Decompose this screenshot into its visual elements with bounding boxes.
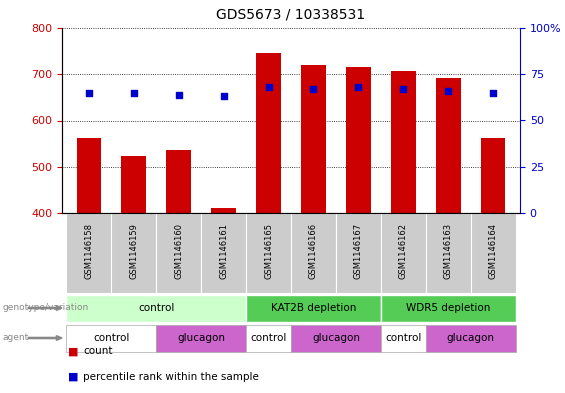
Text: GSM1146162: GSM1146162 [399,223,408,279]
Text: glucagon: glucagon [177,333,225,343]
Text: control: control [250,333,286,343]
Bar [291,325,381,351]
Text: genotype/variation: genotype/variation [3,303,89,312]
Text: GSM1146165: GSM1146165 [264,223,273,279]
Bar [67,294,246,321]
Point [174,92,183,98]
Text: count: count [84,346,113,356]
Text: control: control [385,333,421,343]
Bar [471,213,515,293]
Bar [436,79,460,213]
Point [354,84,363,90]
Point [84,90,93,96]
Bar [157,325,246,351]
Bar [336,213,381,293]
Text: ■: ■ [68,346,78,356]
Text: percentile rank within the sample: percentile rank within the sample [84,372,259,382]
Bar [381,294,515,321]
Bar [291,213,336,293]
Bar [77,138,101,213]
Bar [481,138,506,213]
Text: GSM1146164: GSM1146164 [489,223,498,279]
Text: agent: agent [3,334,29,343]
Point [444,88,453,94]
Text: control: control [93,333,129,343]
Text: glucagon: glucagon [312,333,360,343]
Bar [381,213,425,293]
Text: WDR5 depletion: WDR5 depletion [406,303,490,313]
Bar [425,325,515,351]
Text: ■: ■ [68,372,78,382]
Bar [67,325,157,351]
Text: GSM1146163: GSM1146163 [444,223,453,279]
Bar [425,213,471,293]
Bar [381,325,425,351]
Point [219,93,228,99]
Point [264,84,273,90]
Text: GSM1146161: GSM1146161 [219,223,228,279]
Bar [246,294,381,321]
Bar [301,65,326,213]
Text: GSM1146159: GSM1146159 [129,224,138,279]
Point [309,86,318,92]
Text: GSM1146166: GSM1146166 [309,223,318,279]
Text: GDS5673 / 10338531: GDS5673 / 10338531 [216,8,366,22]
Bar [391,71,416,213]
Point [399,86,408,92]
Point [489,90,498,96]
Text: control: control [138,303,175,313]
Text: glucagon: glucagon [446,333,494,343]
Bar [157,213,201,293]
Bar [211,208,236,213]
Text: GSM1146167: GSM1146167 [354,223,363,279]
Bar [256,53,281,213]
Text: GSM1146158: GSM1146158 [84,223,93,279]
Bar [246,325,291,351]
Bar [246,213,291,293]
Bar [346,67,371,213]
Point [129,90,138,96]
Bar [121,156,146,213]
Bar [201,213,246,293]
Bar [167,150,191,213]
Text: KAT2B depletion: KAT2B depletion [271,303,356,313]
Bar [111,213,157,293]
Text: GSM1146160: GSM1146160 [174,223,183,279]
Bar [67,213,111,293]
